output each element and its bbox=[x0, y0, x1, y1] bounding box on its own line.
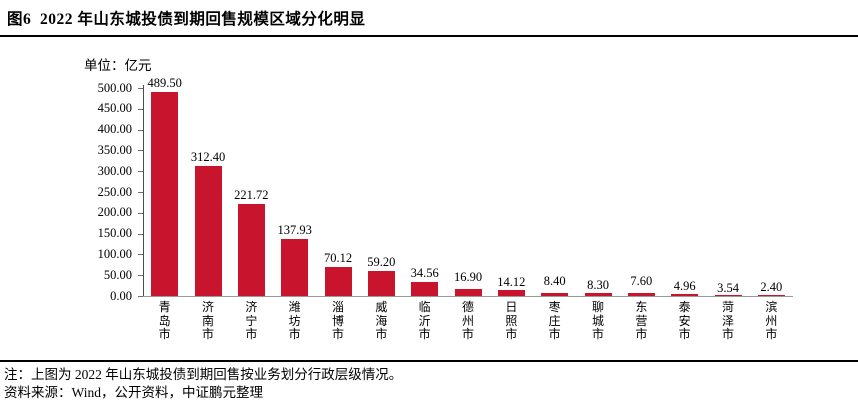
x-axis-line bbox=[143, 296, 793, 297]
bar bbox=[714, 295, 742, 296]
bar-value-label: 14.12 bbox=[497, 275, 526, 289]
y-axis-tick bbox=[138, 129, 143, 131]
bar bbox=[497, 290, 525, 296]
y-axis-tick bbox=[138, 150, 143, 152]
x-axis-category-label: 青 岛 市 bbox=[158, 300, 171, 341]
x-axis-category-label: 枣 庄 市 bbox=[548, 300, 561, 341]
bar bbox=[627, 293, 655, 296]
y-axis-tick bbox=[138, 254, 143, 256]
figure-source: 资料来源：Wind，公开资料，中证鹏元整理 bbox=[4, 385, 263, 400]
y-axis-tick bbox=[138, 171, 143, 173]
y-axis-tick-label: 350.00 bbox=[97, 142, 132, 157]
y-axis-unit-label: 单位：亿元 bbox=[84, 58, 152, 73]
bar bbox=[584, 293, 612, 296]
y-axis-tick-label: 300.00 bbox=[97, 163, 132, 178]
y-axis-tick bbox=[138, 212, 143, 214]
bar-value-label: 489.50 bbox=[147, 76, 182, 90]
y-axis-line bbox=[143, 85, 144, 297]
y-axis-tick bbox=[138, 192, 143, 193]
bar-value-label: 8.40 bbox=[543, 274, 566, 288]
figure-note: 注：上图为 2022 年山东城投债到期回售按业务划分行政层级情况。 bbox=[4, 367, 403, 382]
x-axis-category-label: 济 宁 市 bbox=[245, 300, 258, 341]
y-axis-tick bbox=[138, 88, 143, 89]
bar bbox=[671, 294, 699, 296]
footer-divider bbox=[0, 360, 858, 362]
y-axis-tick bbox=[138, 233, 143, 235]
bar-value-label: 70.12 bbox=[323, 251, 353, 265]
x-axis-category-label: 潍 坊 市 bbox=[288, 300, 301, 341]
x-axis-category-label: 济 南 市 bbox=[201, 300, 214, 341]
bar bbox=[237, 204, 265, 296]
x-axis-category-label: 威 海 市 bbox=[375, 300, 388, 341]
x-axis-category-label: 东 营 市 bbox=[635, 300, 648, 341]
x-axis-category-label: 菏 泽 市 bbox=[721, 300, 734, 341]
x-axis-category-label: 滨 州 市 bbox=[765, 300, 778, 341]
bar-value-label: 16.90 bbox=[453, 270, 483, 284]
bar-value-label: 34.56 bbox=[410, 266, 439, 280]
bar-value-label: 8.30 bbox=[587, 278, 609, 292]
bar bbox=[541, 293, 569, 296]
y-axis-tick-label: 50.00 bbox=[103, 267, 132, 282]
x-axis-category-label: 日 照 市 bbox=[505, 300, 518, 341]
bar bbox=[324, 267, 352, 296]
bar-value-label: 7.60 bbox=[630, 274, 653, 288]
bar-value-label: 137.93 bbox=[277, 223, 312, 237]
y-axis-tick bbox=[138, 275, 143, 277]
bar-value-label: 3.54 bbox=[717, 281, 739, 295]
y-axis-tick-label: 0.00 bbox=[110, 288, 132, 303]
y-axis-tick-label: 250.00 bbox=[97, 184, 132, 199]
bar-value-label: 2.40 bbox=[760, 280, 783, 294]
y-axis-tick-label: 150.00 bbox=[97, 226, 132, 241]
x-axis-category-label: 德 州 市 bbox=[461, 300, 474, 341]
y-axis-tick-label: 500.00 bbox=[97, 80, 132, 95]
bar-value-label: 221.72 bbox=[234, 188, 269, 202]
x-axis-category-label: 淄 博 市 bbox=[331, 300, 344, 341]
y-axis-tick-label: 400.00 bbox=[97, 122, 132, 137]
bar bbox=[281, 239, 309, 296]
bar bbox=[411, 282, 439, 296]
x-axis-category-label: 临 沂 市 bbox=[418, 300, 431, 341]
y-axis-tick-label: 450.00 bbox=[97, 101, 132, 116]
y-axis-tick bbox=[138, 108, 143, 110]
y-axis-tick-label: 200.00 bbox=[97, 205, 132, 220]
bar-value-label: 4.96 bbox=[673, 279, 696, 293]
bar-value-label: 59.20 bbox=[367, 255, 396, 269]
bar bbox=[367, 271, 395, 296]
figure-title: 图6 2022 年山东城投债到期回售规模区域分化明显 bbox=[7, 11, 366, 28]
x-axis-category-label: 泰 安 市 bbox=[678, 300, 691, 341]
x-axis-category-label: 聊 城 市 bbox=[591, 300, 604, 341]
title-divider bbox=[0, 35, 858, 37]
y-axis-tick-label: 100.00 bbox=[97, 246, 132, 261]
bar bbox=[454, 289, 482, 296]
bar-value-label: 312.40 bbox=[190, 150, 226, 164]
bar bbox=[151, 92, 179, 296]
bar bbox=[194, 166, 222, 296]
y-axis-tick bbox=[138, 296, 143, 297]
bar bbox=[757, 295, 785, 296]
